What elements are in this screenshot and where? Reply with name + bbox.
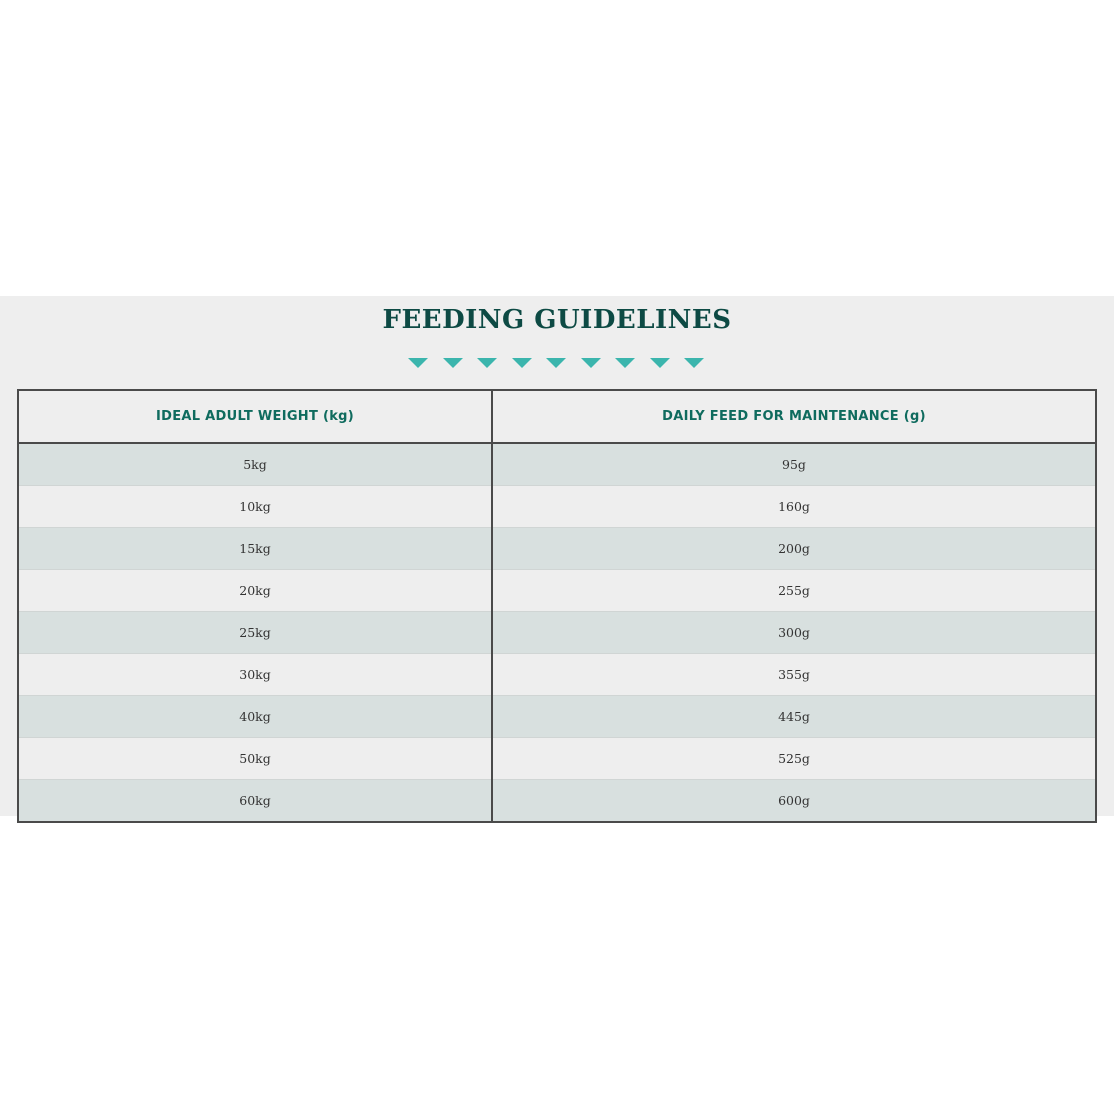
daily-feed-cell: 355g [492,653,1096,696]
table-row: 10kg 160g [18,485,1096,528]
table-row: 15kg 200g [18,527,1096,570]
triangle-down-icon [546,358,566,368]
feeding-table: IDEAL ADULT WEIGHT (kg) DAILY FEED FOR M… [17,389,1097,823]
table-row: 25kg 300g [18,611,1096,654]
triangle-down-icon [442,358,463,368]
weight-cell: 30kg [18,653,493,696]
triangle-down-icon [684,358,704,368]
daily-feed-cell: 600g [492,779,1096,822]
triangle-down-icon [649,358,670,368]
daily-feed-cell: 200g [492,527,1096,570]
triangle-down-icon [615,358,635,368]
table-row: 5kg 95g [18,442,1096,486]
daily-feed-cell: 525g [492,737,1096,780]
daily-feed-cell: 445g [492,695,1096,738]
daily-feed-cell: 95g [492,442,1096,486]
triangle-down-icon [580,358,601,368]
table-header-row: IDEAL ADULT WEIGHT (kg) DAILY FEED FOR M… [18,390,1096,444]
section-title: FEEDING GUIDELINES [382,305,732,335]
weight-cell: 15kg [18,527,493,570]
triangle-down-icon [511,358,532,368]
weight-cell: 40kg [18,695,493,738]
weight-cell: 60kg [18,779,493,822]
weight-cell: 10kg [18,485,493,528]
triangle-down-icon [408,358,428,368]
weight-cell: 50kg [18,737,493,780]
daily-feed-cell: 300g [492,611,1096,654]
weight-cell: 20kg [18,569,493,612]
table-row: 40kg 445g [18,695,1096,738]
feeding-guidelines-section: FEEDING GUIDELINES IDEAL ADULT WEIGHT (k… [0,296,1114,823]
table-row: 30kg 355g [18,653,1096,696]
header-daily-feed: DAILY FEED FOR MAINTENANCE (g) [492,390,1096,444]
triangle-divider [408,358,704,368]
daily-feed-cell: 160g [492,485,1096,528]
table-row: 20kg 255g [18,569,1096,612]
weight-cell: 5kg [18,442,493,486]
header-weight: IDEAL ADULT WEIGHT (kg) [18,390,493,444]
triangle-down-icon [477,358,497,368]
table-row: 60kg 600g [18,779,1096,822]
daily-feed-cell: 255g [492,569,1096,612]
weight-cell: 25kg [18,611,493,654]
table-row: 50kg 525g [18,737,1096,780]
